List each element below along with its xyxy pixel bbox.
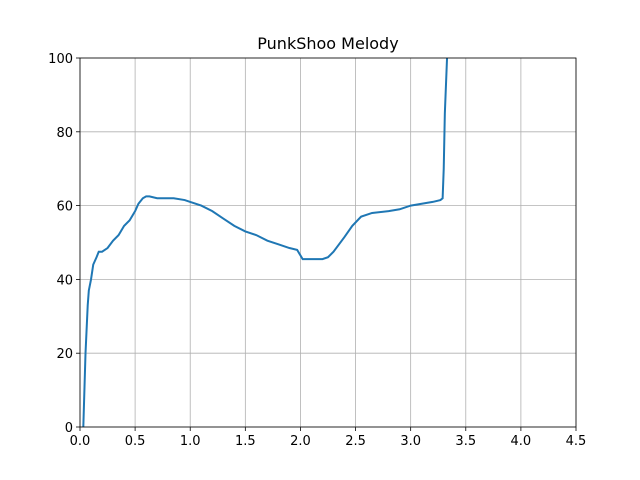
x-tick-label: 1.5 [235,434,256,449]
x-tick-label: 0.0 [70,434,91,449]
y-tick-label: 80 [56,126,73,141]
x-tick-label: 3.5 [455,434,476,449]
y-tick-label: 60 [56,200,73,215]
x-tick-label: 1.0 [180,434,201,449]
x-tick-label: 2.0 [290,434,311,449]
chart-title: PunkShoo Melody [257,34,398,53]
x-tick-label: 4.0 [511,434,532,449]
data-line [82,58,449,427]
plot-frame [79,57,577,428]
y-tick-label: 0 [65,421,73,436]
x-tick-label: 4.5 [566,434,587,449]
x-tick-label: 3.0 [400,434,421,449]
x-tick-label: 2.5 [345,434,366,449]
x-tick-label: 0.5 [125,434,146,449]
y-tick-label: 100 [48,52,73,67]
y-tick-label: 40 [56,273,73,288]
y-tick-label: 20 [56,347,73,362]
